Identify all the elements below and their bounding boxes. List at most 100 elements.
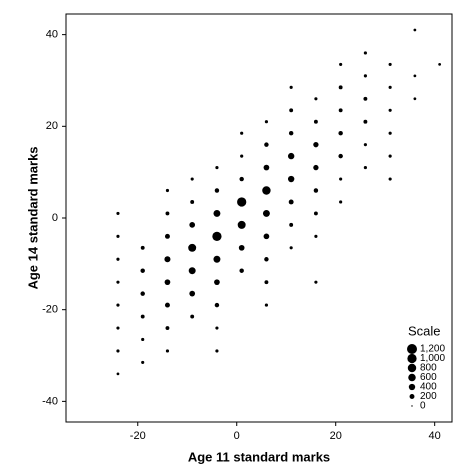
x-tick-label: 0 bbox=[234, 430, 240, 442]
bubble bbox=[140, 291, 145, 296]
bubble bbox=[388, 85, 392, 89]
legend-label: 400 bbox=[420, 382, 437, 393]
bubble bbox=[388, 154, 392, 158]
x-axis-label: Age 11 standard marks bbox=[188, 449, 330, 464]
bubble bbox=[239, 268, 244, 273]
bubble bbox=[413, 28, 417, 32]
bubble bbox=[116, 349, 120, 353]
bubble bbox=[314, 280, 318, 284]
legend-label: 1,000 bbox=[420, 353, 445, 364]
bubble bbox=[262, 186, 271, 195]
legend-marker bbox=[408, 373, 416, 382]
legend-marker bbox=[407, 363, 417, 373]
legend-marker bbox=[409, 394, 415, 399]
bubble bbox=[165, 349, 170, 353]
bubble bbox=[339, 62, 343, 67]
bubble bbox=[388, 177, 392, 181]
bubble bbox=[214, 279, 220, 286]
bubble bbox=[339, 177, 343, 181]
bubble bbox=[363, 143, 367, 147]
bubble bbox=[313, 188, 319, 193]
bubble bbox=[313, 164, 319, 171]
x-tick-label: 20 bbox=[330, 430, 342, 442]
bubble bbox=[164, 279, 171, 286]
bubble bbox=[214, 302, 220, 308]
bubble bbox=[313, 211, 318, 216]
bubble bbox=[289, 85, 293, 89]
bubble bbox=[165, 188, 170, 193]
bubble bbox=[141, 337, 145, 342]
bubble bbox=[388, 131, 392, 135]
legend-label: 600 bbox=[420, 372, 437, 383]
bubble bbox=[240, 154, 244, 158]
x-tick-label: 40 bbox=[429, 430, 441, 442]
bubble bbox=[141, 360, 145, 364]
bubble bbox=[264, 280, 269, 285]
y-tick-label: -20 bbox=[42, 304, 58, 316]
bubble bbox=[237, 197, 247, 207]
bubble bbox=[165, 326, 170, 330]
bubble bbox=[314, 234, 318, 238]
bubble bbox=[164, 302, 170, 308]
bubble bbox=[287, 152, 295, 160]
bubble bbox=[189, 222, 196, 228]
y-tick-label: 40 bbox=[46, 29, 58, 41]
bubble bbox=[289, 222, 294, 227]
bubble bbox=[263, 164, 270, 171]
bubble bbox=[338, 108, 343, 113]
bubble bbox=[338, 130, 343, 136]
bubble bbox=[264, 303, 269, 307]
bubble bbox=[264, 120, 269, 124]
bubble bbox=[388, 62, 392, 67]
bubble bbox=[213, 209, 221, 217]
bubble bbox=[116, 326, 120, 330]
bubble bbox=[338, 153, 343, 159]
bubble bbox=[190, 314, 195, 319]
bubble bbox=[213, 255, 221, 263]
bubble bbox=[165, 211, 170, 216]
bubble bbox=[215, 326, 219, 330]
bubble bbox=[313, 119, 318, 124]
bubble bbox=[239, 176, 244, 182]
bubble bbox=[140, 268, 145, 273]
bubble bbox=[116, 257, 120, 261]
bubble bbox=[314, 97, 318, 101]
legend-marker bbox=[407, 344, 417, 354]
bubble bbox=[339, 200, 343, 204]
bubble bbox=[190, 200, 195, 204]
bubble bbox=[116, 211, 120, 215]
bubble bbox=[363, 96, 368, 101]
legend-label: 1,200 bbox=[420, 344, 445, 355]
legend-title: Scale bbox=[408, 323, 441, 338]
bubble bbox=[116, 280, 120, 284]
y-tick-label: -40 bbox=[42, 395, 58, 407]
bubble bbox=[288, 199, 294, 205]
bubble bbox=[164, 233, 170, 239]
legend-label: 0 bbox=[420, 401, 426, 412]
bubble bbox=[215, 349, 219, 353]
bubble bbox=[116, 372, 120, 376]
bubble bbox=[363, 74, 367, 78]
bubble bbox=[215, 165, 219, 170]
bubble bbox=[212, 231, 222, 241]
bubble bbox=[116, 234, 120, 238]
bubble bbox=[263, 233, 270, 240]
bubble bbox=[237, 220, 246, 229]
bubble bbox=[140, 314, 145, 319]
bubble bbox=[116, 303, 120, 307]
bubble bbox=[188, 243, 197, 252]
bubble bbox=[240, 131, 244, 135]
bubble bbox=[289, 108, 294, 113]
legend-marker bbox=[408, 383, 416, 391]
x-tick-label: -20 bbox=[130, 430, 146, 442]
bubble bbox=[388, 108, 392, 112]
y-tick-label: 0 bbox=[52, 212, 58, 224]
bubble bbox=[189, 290, 196, 297]
bubble bbox=[264, 142, 269, 147]
y-axis-label: Age 14 standard marks bbox=[25, 146, 40, 289]
bubble bbox=[264, 257, 269, 262]
bubble bbox=[164, 256, 171, 263]
legend-marker bbox=[411, 405, 413, 407]
bubble bbox=[413, 97, 417, 101]
